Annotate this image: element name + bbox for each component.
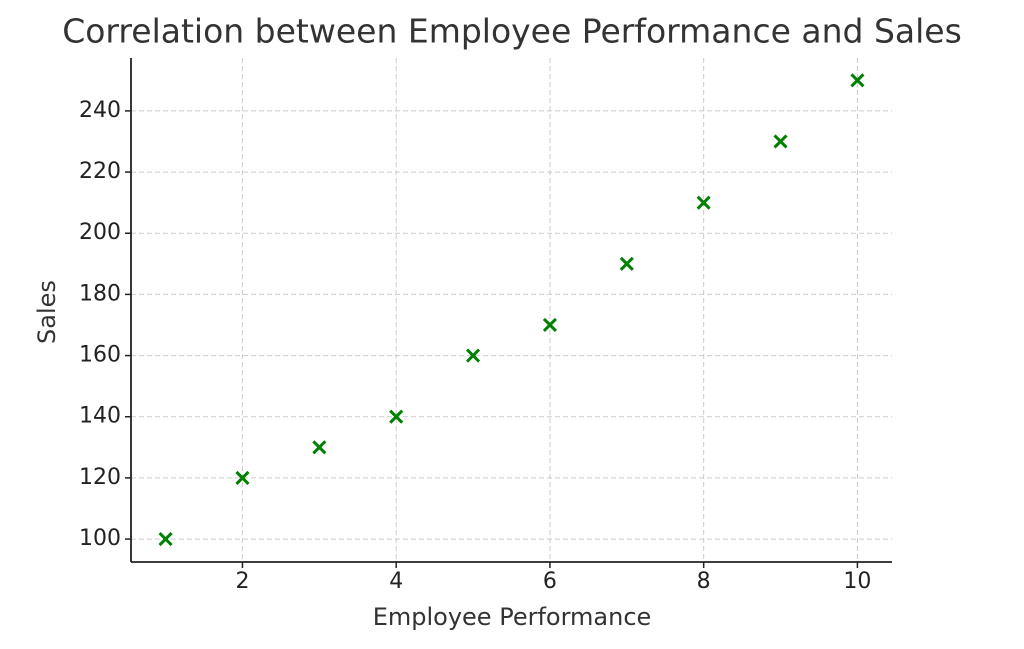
scatter-point (696, 195, 711, 210)
scatter-point (542, 317, 557, 333)
scatter-point (850, 73, 865, 88)
scatter-point (466, 348, 481, 363)
y-tick-label: 220 (79, 159, 121, 184)
y-tick-label: 100 (79, 526, 121, 551)
scatter-point (312, 440, 327, 455)
scatter-point (235, 470, 250, 485)
x-tick-label: 4 (389, 569, 403, 594)
y-tick-label: 180 (79, 281, 121, 306)
chart-title: Correlation between Employee Performance… (62, 12, 962, 51)
y-tick-label: 120 (79, 465, 121, 490)
scatter-point (389, 409, 404, 424)
y-tick-label: 140 (79, 404, 121, 429)
scatter-point (773, 134, 788, 149)
y-tick-label: 160 (79, 343, 121, 368)
scatter-point (158, 532, 173, 547)
x-axis-label: Employee Performance (373, 603, 652, 631)
y-tick-label: 200 (79, 220, 121, 245)
x-tick-label: 8 (697, 569, 711, 594)
x-tick-label: 6 (543, 569, 557, 594)
x-tick-label: 10 (843, 569, 871, 594)
y-tick-label: 240 (79, 98, 121, 123)
scatter-point (619, 256, 634, 271)
y-axis-label: Sales (33, 280, 61, 344)
x-tick-label: 2 (235, 569, 249, 594)
